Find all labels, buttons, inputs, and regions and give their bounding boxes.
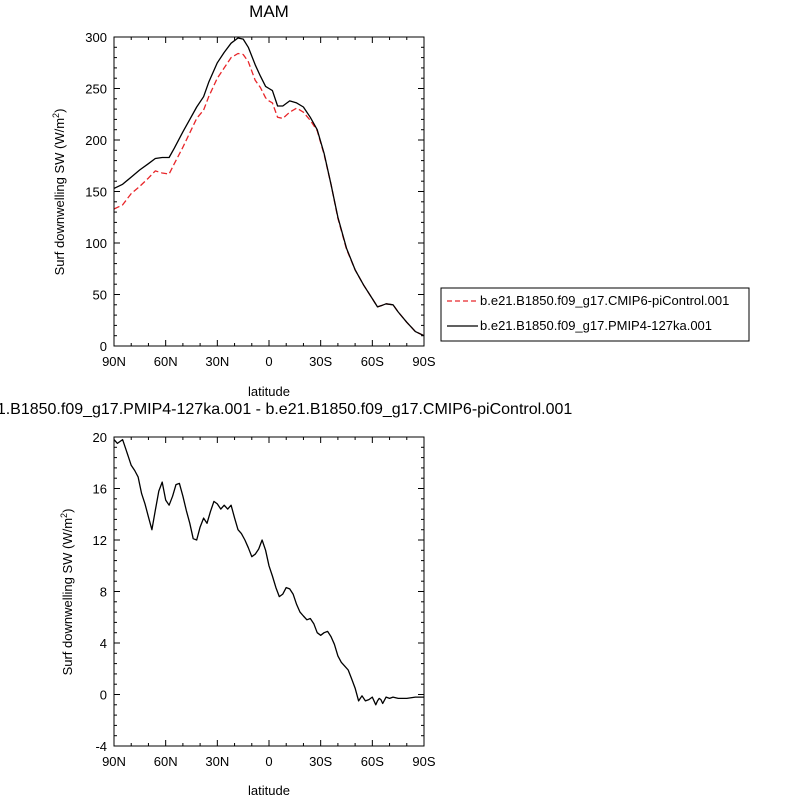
- y-tick-label: 0: [100, 339, 107, 354]
- x-tick-label: 30S: [309, 354, 332, 369]
- x-tick-label: 0: [265, 354, 272, 369]
- y-tick-label: 20: [93, 430, 107, 445]
- legend-label-127ka: b.e21.B1850.f09_g17.PMIP4-127ka.001: [480, 318, 712, 333]
- x-tick-label: 60S: [361, 754, 384, 769]
- y-tick-label: 16: [93, 482, 107, 497]
- top-y-axis-label: Surf downwelling SW (W/m2): [51, 109, 67, 276]
- x-tick-label: 90N: [102, 754, 126, 769]
- top-x-axis-label: latitude: [248, 384, 290, 399]
- x-tick-label: 90N: [102, 354, 126, 369]
- y-tick-label: 300: [85, 30, 107, 45]
- legend: b.e21.B1850.f09_g17.CMIP6-piControl.001 …: [440, 287, 750, 342]
- bottom-panel-title: b.e21.B1850.f09_g17.PMIP4-127ka.001 - b.…: [0, 401, 572, 418]
- top-panel-title: MAM: [249, 2, 289, 21]
- y-tick-label: 150: [85, 185, 107, 200]
- bottom-plot: 90N 60N 30N 0 30S 60S 90S -4 0 4 8 12 16 20: [93, 430, 436, 769]
- y-tick-label: 250: [85, 82, 107, 97]
- series-line-1-0: [113, 438, 424, 706]
- top-plot: 90N 60N 30N 0 30S 60S 90S 0 50 100 150 200 250 300: [85, 30, 436, 369]
- x-tick-label: 60N: [154, 754, 178, 769]
- legend-box: [440, 287, 750, 342]
- x-tick-label: 30N: [205, 754, 229, 769]
- y-tick-label: -4: [95, 739, 107, 754]
- x-tick-label: 60S: [361, 354, 384, 369]
- x-tick-label: 0: [265, 754, 272, 769]
- y-tick-label: 4: [100, 636, 107, 651]
- x-tick-label: 30S: [309, 754, 332, 769]
- bottom-x-axis-label: latitude: [248, 783, 290, 798]
- x-tick-label: 60N: [154, 354, 178, 369]
- series-line-0-1: [113, 37, 425, 337]
- plot-frame-1: [113, 436, 425, 747]
- x-tick-label: 90S: [412, 354, 435, 369]
- y-tick-label: 200: [85, 133, 107, 148]
- plot-frame-0: [113, 36, 425, 347]
- y-tick-label: 12: [93, 533, 107, 548]
- y-tick-label: 100: [85, 236, 107, 251]
- y-tick-label: 8: [100, 585, 107, 600]
- x-tick-label: 30N: [205, 354, 229, 369]
- x-tick-label: 90S: [412, 754, 435, 769]
- y-tick-label: 50: [93, 288, 107, 303]
- y-tick-label: 0: [100, 688, 107, 703]
- bottom-y-axis-label: Surf downwelling SW (W/m2): [59, 509, 75, 676]
- series-line-0-0: [113, 52, 425, 337]
- legend-label-picontrol: b.e21.B1850.f09_g17.CMIP6-piControl.001: [480, 293, 729, 308]
